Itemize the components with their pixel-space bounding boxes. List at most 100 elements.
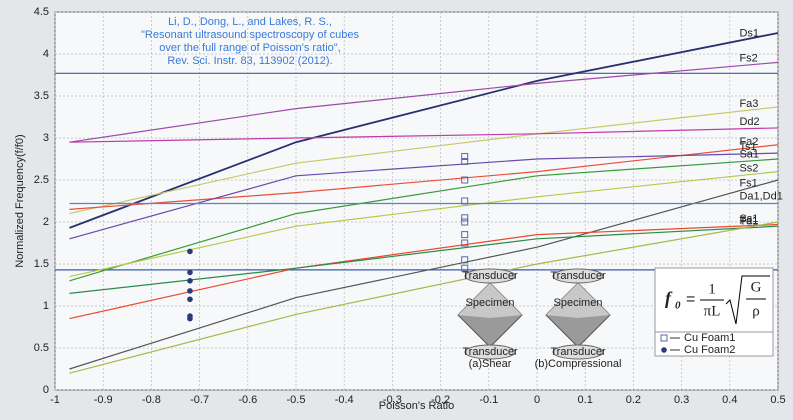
data-point [461, 214, 469, 222]
x-axis-label: Poisson's Ratio [379, 400, 454, 412]
formula-text: f [665, 288, 673, 308]
series-label: Ss1 [739, 213, 758, 225]
formula-text: G [751, 279, 762, 295]
series-line [69, 106, 779, 215]
y-tick-label: 1.5 [34, 258, 49, 270]
y-axis-label: Normalized Frequency(f/f0) [14, 134, 26, 267]
x-tick-label: -0.3 [383, 394, 402, 406]
data-point [461, 197, 469, 205]
x-tick-label: 0.1 [578, 394, 593, 406]
x-tick-label: -0.8 [142, 394, 161, 406]
citation-line: "Resonant ultrasound spectroscopy of cub… [141, 29, 359, 41]
formula-text: = [686, 291, 695, 308]
data-point [461, 239, 469, 247]
x-tick-label: 0.5 [770, 394, 785, 406]
series-label: Td1 [739, 216, 758, 228]
series-line [69, 144, 779, 210]
x-tick-label: 0.4 [722, 394, 737, 406]
legend-label: Cu Foam1 [684, 332, 735, 344]
series-label: Fs1 [739, 178, 757, 190]
series-line [69, 32, 779, 229]
data-point [461, 152, 469, 160]
series-label: Da1,Dd1 [739, 190, 782, 202]
x-tick-label: -0.5 [287, 394, 306, 406]
y-tick-label: 4 [43, 48, 49, 60]
data-point [187, 288, 193, 294]
series-line [69, 158, 779, 282]
data-point [187, 296, 193, 303]
diagram-caption: (b)Compressional [535, 358, 622, 370]
data-point [461, 176, 469, 184]
y-tick-label: 3 [43, 132, 49, 144]
data-point [461, 218, 469, 226]
data-point [187, 313, 193, 319]
series-line [69, 179, 779, 370]
legend-box [654, 331, 774, 357]
series-label: Sa1 [739, 149, 759, 161]
x-tick-label: -1 [50, 394, 60, 406]
series-label: Dd2 [739, 116, 759, 128]
y-tick-label: 1 [43, 300, 49, 312]
x-tick-label: -0.7 [190, 394, 209, 406]
y-tick-label: 0 [43, 384, 49, 396]
transducer-bottom [464, 344, 516, 360]
data-point [461, 256, 469, 264]
series-label: Fs2 [739, 53, 757, 65]
specimen-label: Specimen [554, 297, 603, 309]
series-line [69, 61, 779, 143]
series-label: Fa2 [739, 136, 758, 148]
x-tick-label: 0.3 [674, 394, 689, 406]
transducer-label: Transducer [550, 346, 606, 358]
x-tick-label: -0.4 [335, 394, 354, 406]
x-tick-label: 0.2 [626, 394, 641, 406]
citation-line: Li, D., Dong, L., and Lakes, R. S., [168, 16, 332, 28]
x-tick-label: -0.9 [94, 394, 113, 406]
radical [725, 275, 770, 325]
x-tick-label: -0.1 [479, 394, 498, 406]
y-tick-label: 2.5 [34, 174, 49, 186]
specimen-diagram: TransducerSpecimenTransducer(b)Compressi… [535, 268, 622, 370]
data-point [187, 278, 193, 284]
series-label: Ss2 [739, 163, 758, 175]
series-line [69, 223, 779, 320]
transducer-label: Transducer [462, 346, 518, 358]
specimen-face [546, 283, 610, 318]
x-tick-label: -0.2 [431, 394, 450, 406]
x-tick-label: -0.6 [238, 394, 257, 406]
data-point [461, 231, 469, 239]
specimen-label: Specimen [466, 297, 515, 309]
series-line [69, 171, 779, 278]
legend-marker [661, 347, 667, 353]
data-point [187, 248, 193, 255]
formula-text: 0 [675, 300, 681, 312]
transducer-label: Transducer [462, 270, 518, 282]
series-line [69, 221, 779, 374]
data-point [461, 264, 469, 272]
y-tick-label: 4.5 [34, 6, 49, 18]
formula-text: ρ [752, 303, 760, 319]
series-line [69, 152, 779, 240]
legend-marker [660, 334, 668, 342]
series-label: Ts1 [739, 141, 756, 153]
citation-line: Rev. Sci. Instr. 83, 113902 (2012). [167, 55, 332, 67]
y-tick-label: 3.5 [34, 90, 49, 102]
y-tick-label: 2 [43, 216, 49, 228]
x-tick-label: 0 [534, 394, 540, 406]
citation-line: over the full range of Poisson's ratio", [159, 42, 341, 54]
formula-text: 1 [708, 281, 716, 297]
transducer-label: Transducer [550, 270, 606, 282]
formula-text: πL [704, 303, 721, 319]
data-point [461, 158, 469, 166]
specimen-face [458, 283, 522, 318]
series-label: Fa1 [739, 215, 758, 227]
y-tick-label: 0.5 [34, 342, 49, 354]
transducer-bottom [552, 344, 604, 360]
diagram-caption: (a)Shear [469, 358, 512, 370]
legend-label: Cu Foam2 [684, 344, 735, 356]
series-label: Ds1 [739, 28, 759, 40]
series-line [69, 127, 779, 143]
data-point [187, 269, 193, 276]
